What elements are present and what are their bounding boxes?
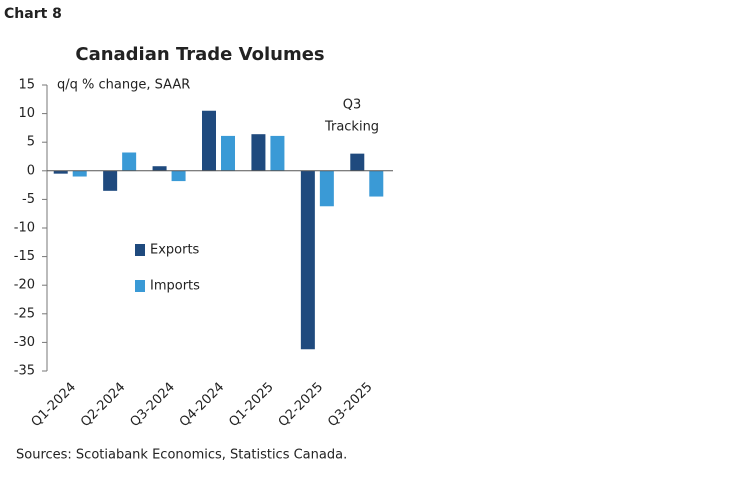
legend-swatch xyxy=(135,244,145,256)
bar xyxy=(319,170,334,207)
bar xyxy=(122,152,137,171)
y-tick-label: -25 xyxy=(14,306,35,321)
x-tick-label: Q3-2024 xyxy=(127,380,177,430)
bar xyxy=(369,170,384,197)
bar xyxy=(171,170,186,182)
y-tick-label: -15 xyxy=(14,249,35,264)
y-tick-label: -35 xyxy=(14,364,35,379)
legend-swatch xyxy=(135,280,145,292)
y-tick-label: 5 xyxy=(27,135,35,150)
bar xyxy=(103,170,118,191)
annotation: Tracking xyxy=(324,120,379,135)
bar xyxy=(350,153,365,171)
bar xyxy=(221,135,235,171)
legend-label: Exports xyxy=(150,243,200,258)
x-tick-label: Q2-2024 xyxy=(78,380,128,430)
bar xyxy=(270,135,285,171)
x-tick-label: Q3-2025 xyxy=(325,380,375,430)
y-tick-label: -5 xyxy=(22,192,35,207)
x-tick-label: Q2-2025 xyxy=(276,380,326,430)
y-tick-label: 15 xyxy=(18,78,35,93)
legend-label: Imports xyxy=(150,279,200,294)
bar xyxy=(53,170,68,174)
bar xyxy=(202,110,216,171)
bar xyxy=(152,166,167,171)
chart-label: Chart 8 xyxy=(4,6,62,22)
y-tick-label: 10 xyxy=(18,106,35,121)
x-tick-label: Q4-2024 xyxy=(177,380,227,430)
bar xyxy=(72,170,87,177)
y-tick-label: -20 xyxy=(14,278,35,293)
annotation: Q3 xyxy=(343,98,362,113)
y-tick-label: -10 xyxy=(14,221,35,236)
bar xyxy=(251,134,266,171)
x-tick-label: Q1-2024 xyxy=(29,380,79,430)
source: Sources: Scotiabank Economics, Statistic… xyxy=(16,448,347,463)
bar xyxy=(300,170,315,350)
x-tick-label: Q1-2025 xyxy=(226,380,276,430)
y-tick-label: 0 xyxy=(27,163,35,178)
chart-title: Canadian Trade Volumes xyxy=(75,44,324,65)
y-axis-label: q/q % change, SAAR xyxy=(57,78,190,93)
y-tick-label: -30 xyxy=(14,335,35,350)
